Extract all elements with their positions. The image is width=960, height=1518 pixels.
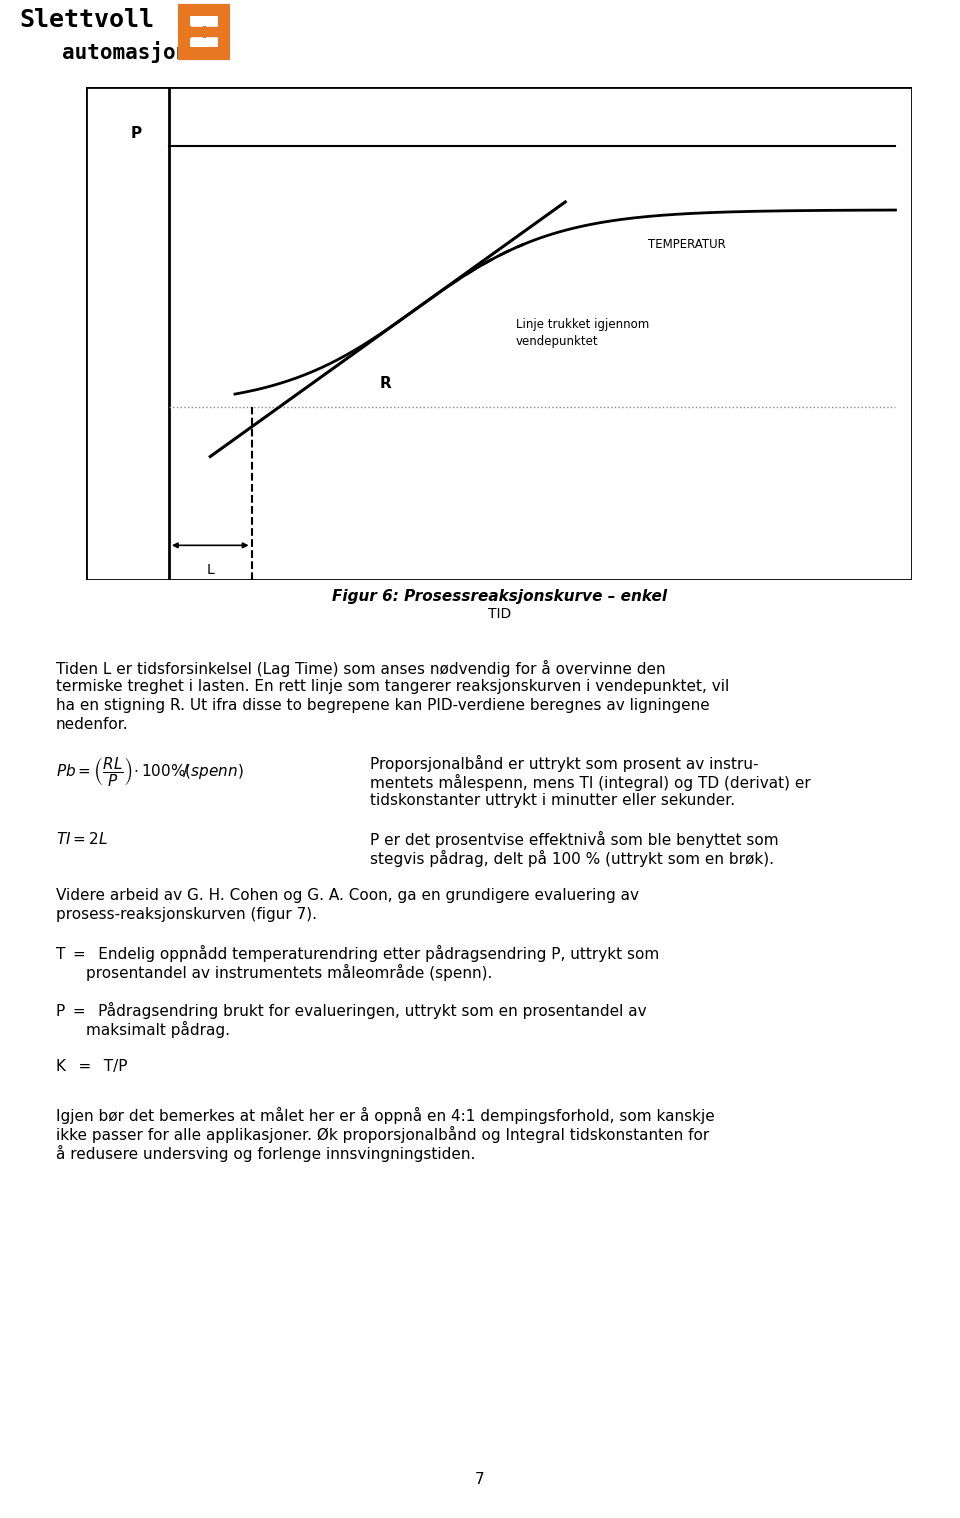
- Text: stegvis pådrag, delt på 100 % (uttrykt som en brøk).: stegvis pådrag, delt på 100 % (uttrykt s…: [370, 850, 774, 867]
- Bar: [218, 6, 228, 58]
- Bar: [180, 6, 190, 58]
- Bar: [180, 6, 228, 17]
- Text: tidskonstanter uttrykt i minutter eller sekunder.: tidskonstanter uttrykt i minutter eller …: [370, 792, 735, 808]
- Bar: [204, 32, 228, 58]
- Text: prosentandel av instrumentets måleområde (spenn).: prosentandel av instrumentets måleområde…: [86, 964, 492, 981]
- Text: K  =  T/P: K = T/P: [56, 1060, 128, 1075]
- Text: TEMPERATUR: TEMPERATUR: [648, 238, 726, 250]
- Text: ikke passer for alle applikasjoner. Øk proporsjonalbånd og Integral tidskonstant: ikke passer for alle applikasjoner. Øk p…: [56, 1125, 709, 1143]
- Text: R: R: [379, 376, 392, 392]
- Text: $TI = 2L$: $TI = 2L$: [56, 830, 108, 847]
- Text: P =  Pådragsendring brukt for evalueringen, uttrykt som en prosentandel av: P = Pådragsendring brukt for evalueringe…: [56, 1002, 647, 1019]
- Text: Videre arbeid av G. H. Cohen og G. A. Coon, ga en grundigere evaluering av: Videre arbeid av G. H. Cohen og G. A. Co…: [56, 888, 639, 903]
- Text: TID: TID: [488, 607, 511, 621]
- Text: Linje trukket igjennom
vendepunktet: Linje trukket igjennom vendepunktet: [516, 319, 649, 349]
- Text: L: L: [206, 563, 214, 577]
- Bar: [190, 38, 218, 47]
- Text: $Pb = \left(\dfrac{RL}{P}\right)\! \cdot 100\%\!/\!(spenn)$: $Pb = \left(\dfrac{RL}{P}\right)\! \cdot…: [56, 754, 244, 788]
- Text: ha en stigning R. Ut ifra disse to begrepene kan PID-verdiene beregnes av lignin: ha en stigning R. Ut ifra disse to begre…: [56, 698, 709, 713]
- Text: maksimalt pådrag.: maksimalt pådrag.: [86, 1022, 230, 1038]
- Text: automasjon: automasjon: [62, 41, 189, 64]
- Text: Tiden L er tidsforsinkelsel (Lag Time) som anses nødvendig for å overvinne den: Tiden L er tidsforsinkelsel (Lag Time) s…: [56, 660, 665, 677]
- Text: Figur 6: Prosessreaksjonskurve – enkel: Figur 6: Prosessreaksjonskurve – enkel: [331, 589, 667, 604]
- Text: prosess-reaksjonskurven (figur 7).: prosess-reaksjonskurven (figur 7).: [56, 906, 317, 921]
- Text: Slettvoll: Slettvoll: [19, 8, 155, 32]
- Text: 7: 7: [475, 1472, 485, 1488]
- Text: P: P: [131, 126, 141, 141]
- Text: P er det prosentvise effektnivå som ble benyttet som: P er det prosentvise effektnivå som ble …: [370, 830, 779, 849]
- Text: Igjen bør det bemerkes at målet her er å oppnå en 4:1 dempingsforhold, som kansk: Igjen bør det bemerkes at målet her er å…: [56, 1107, 715, 1123]
- Bar: [180, 47, 228, 58]
- Text: Proporsjonalbånd er uttrykt som prosent av instru-: Proporsjonalbånd er uttrykt som prosent …: [370, 754, 758, 773]
- Text: mentets målespenn, mens TI (integral) og TD (derivat) er: mentets målespenn, mens TI (integral) og…: [370, 774, 811, 791]
- Bar: [180, 6, 204, 32]
- Bar: [190, 17, 218, 26]
- Text: nedenfor.: nedenfor.: [56, 716, 129, 732]
- Text: å redusere undersving og forlenge innsvingningstiden.: å redusere undersving og forlenge innsvi…: [56, 1145, 475, 1161]
- Text: termiske treghet i lasten. En rett linje som tangerer reaksjonskurven i vendepun: termiske treghet i lasten. En rett linje…: [56, 679, 730, 694]
- Text: T =  Endelig oppnådd temperaturendring etter pådragsendring P, uttrykt som: T = Endelig oppnådd temperaturendring et…: [56, 946, 660, 962]
- Bar: [180, 27, 228, 36]
